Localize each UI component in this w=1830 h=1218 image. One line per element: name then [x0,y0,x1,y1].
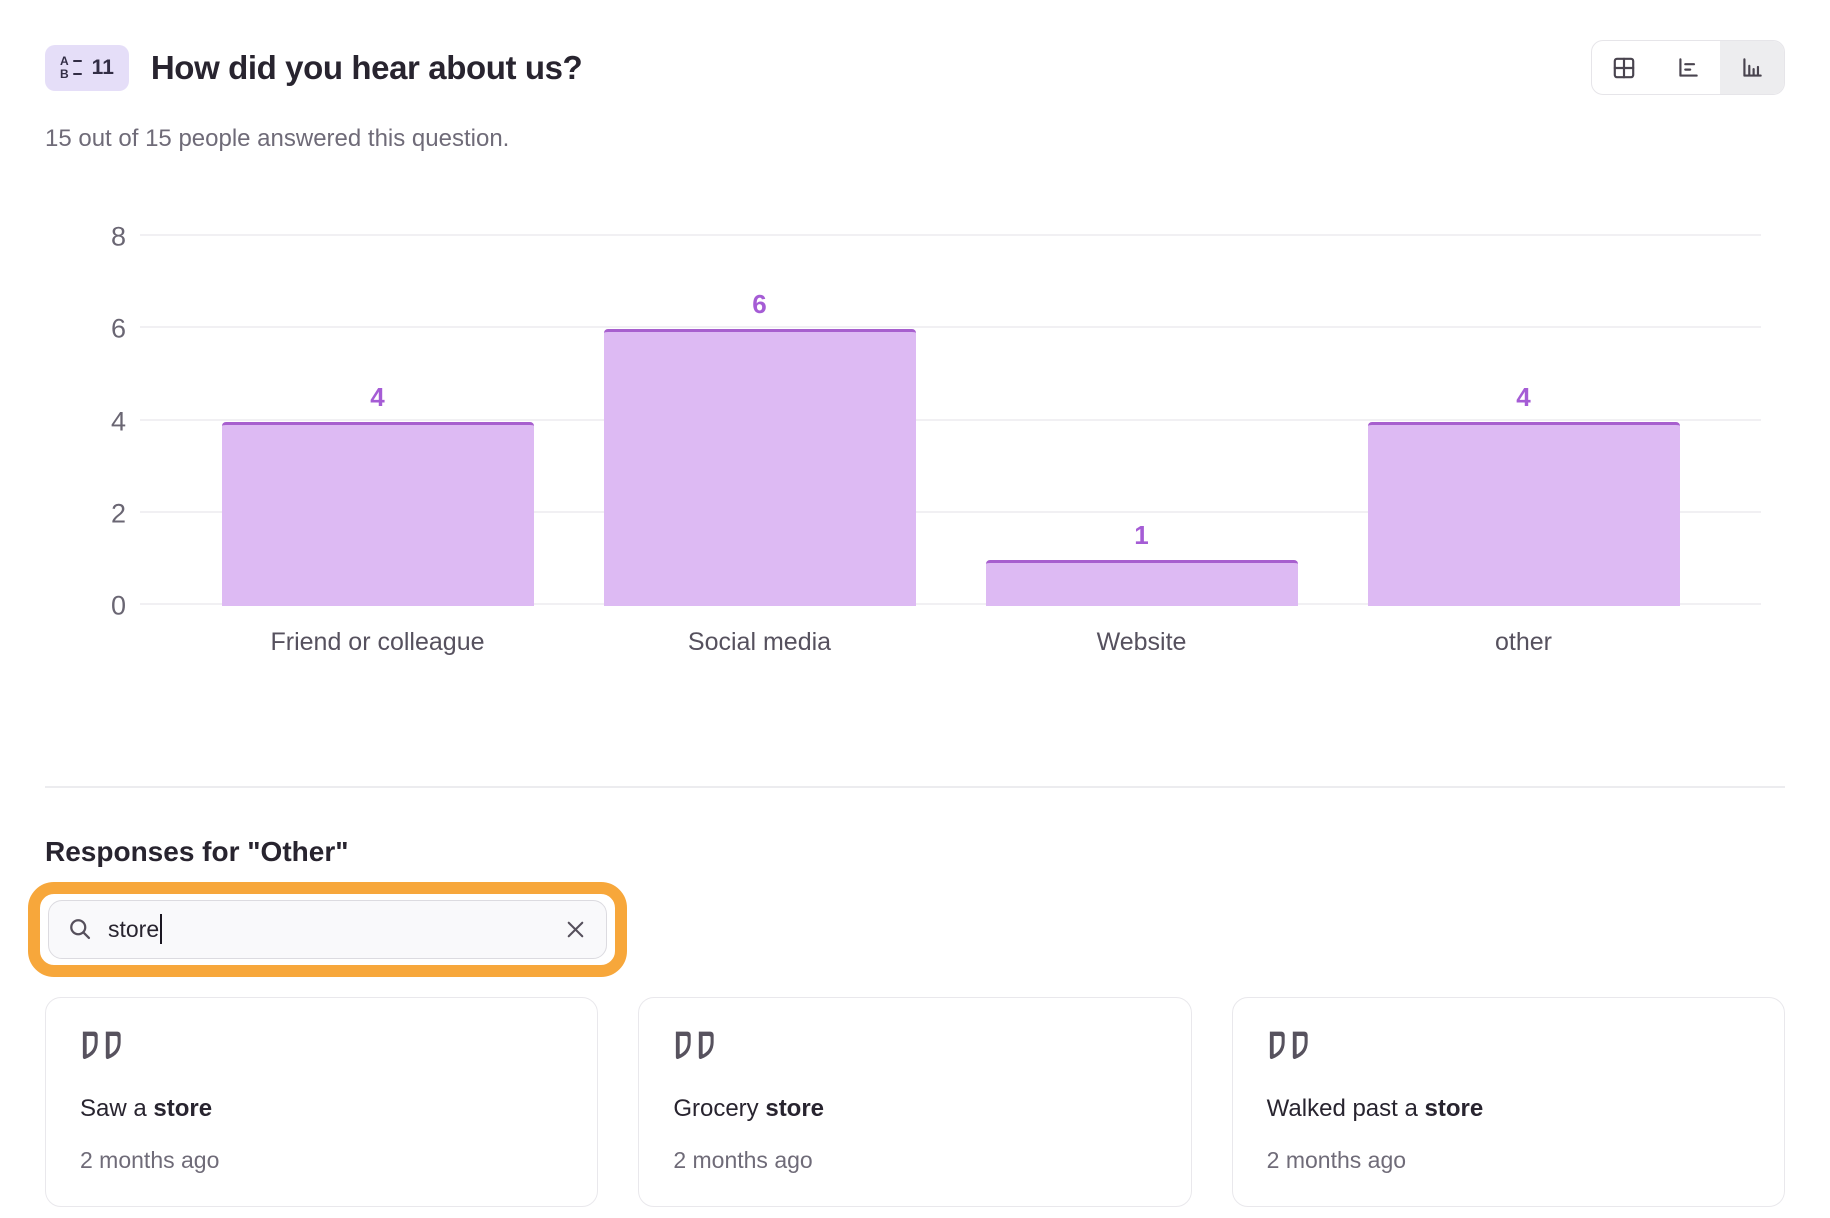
question-header: A B 11 How did you hear about us? [45,40,1785,95]
bar-chart-x-labels: Friend or colleague Social media Website ot… [140,628,1761,657]
quote-icon [1269,1031,1308,1059]
bar-column: 4 [1367,237,1680,606]
question-number: 11 [91,55,114,79]
view-toggle [1591,40,1785,95]
y-axis-tick-label: 6 [110,313,126,344]
search-input[interactable]: store [48,899,607,959]
response-timestamp: 2 months ago [1266,1146,1407,1173]
bar [985,559,1298,606]
x-axis-category-label: other [1495,628,1552,656]
gridline [140,510,1761,513]
search-match-highlight: store [765,1094,825,1122]
y-axis-tick-label: 4 [110,406,126,436]
clear-search-button[interactable] [563,917,588,942]
bar [1367,421,1680,606]
x-axis-category-label: Social media [687,628,832,656]
response-text: Walked past a store [1266,1094,1484,1122]
bar-value-label: 4 [370,381,385,412]
horizontal-bar-chart-icon [1679,57,1698,77]
y-axis-tick-label: 8 [110,221,126,252]
answer-count-subtitle: 15 out of 15 people answered this questi… [45,125,510,152]
response-cards: Saw a store 2 months ago Grocery store 2 mo… [45,996,1785,1207]
gridline [140,418,1761,421]
y-axis-tick-label: 2 [110,498,126,529]
responses-heading: Responses for "Other" [45,835,349,867]
quote-icon [676,1031,714,1059]
y-axis-tick-label: 0 [110,590,126,621]
bar-column: 1 [985,237,1298,606]
question-number-badge: A B 11 [45,44,129,91]
gridline [140,603,1761,605]
table-icon [1613,57,1635,78]
search-match-highlight: store [1424,1094,1484,1122]
bars-row: 4 6 1 4 [140,237,1761,606]
x-axis-category-label: Friend or colleague [270,628,485,656]
response-card: Walked past a store 2 months ago [1231,996,1785,1207]
table-view-button[interactable] [1592,41,1656,94]
bar-column: 6 [603,237,916,606]
bar [221,421,534,606]
vertical-bar-chart-icon [1743,57,1762,77]
response-timestamp: 2 months ago [80,1146,220,1173]
text-caret [160,914,163,944]
bar-column: 4 [221,237,534,606]
response-card: Grocery store 2 months ago [638,996,1192,1207]
response-text: Saw a store [80,1094,213,1122]
bar-value-label: 6 [752,289,767,320]
gridline [140,234,1761,236]
quote-icon [82,1031,121,1059]
horizontal-bar-view-button[interactable] [1656,41,1720,94]
response-timestamp: 2 months ago [673,1146,813,1173]
search-match-highlight: store [153,1094,213,1122]
x-axis-category-label: Website [1096,628,1187,656]
bar [603,329,916,606]
search-highlight-ring: store [28,881,627,977]
close-icon [567,921,584,937]
multiple-choice-icon: A B [60,55,82,80]
search-query-text: store [108,915,160,942]
response-text: Grocery store [673,1094,825,1122]
bar-value-label: 1 [1134,519,1149,550]
search-icon [70,918,91,939]
section-divider [45,786,1785,788]
gridline [140,326,1761,329]
vertical-bar-view-button[interactable] [1720,41,1784,94]
response-card: Saw a store 2 months ago [45,996,599,1207]
bar-value-label: 4 [1516,381,1531,412]
page-title: How did you hear about us? [150,48,583,86]
bar-chart: 0 2 4 6 8 4 6 1 4 [111,222,1761,621]
